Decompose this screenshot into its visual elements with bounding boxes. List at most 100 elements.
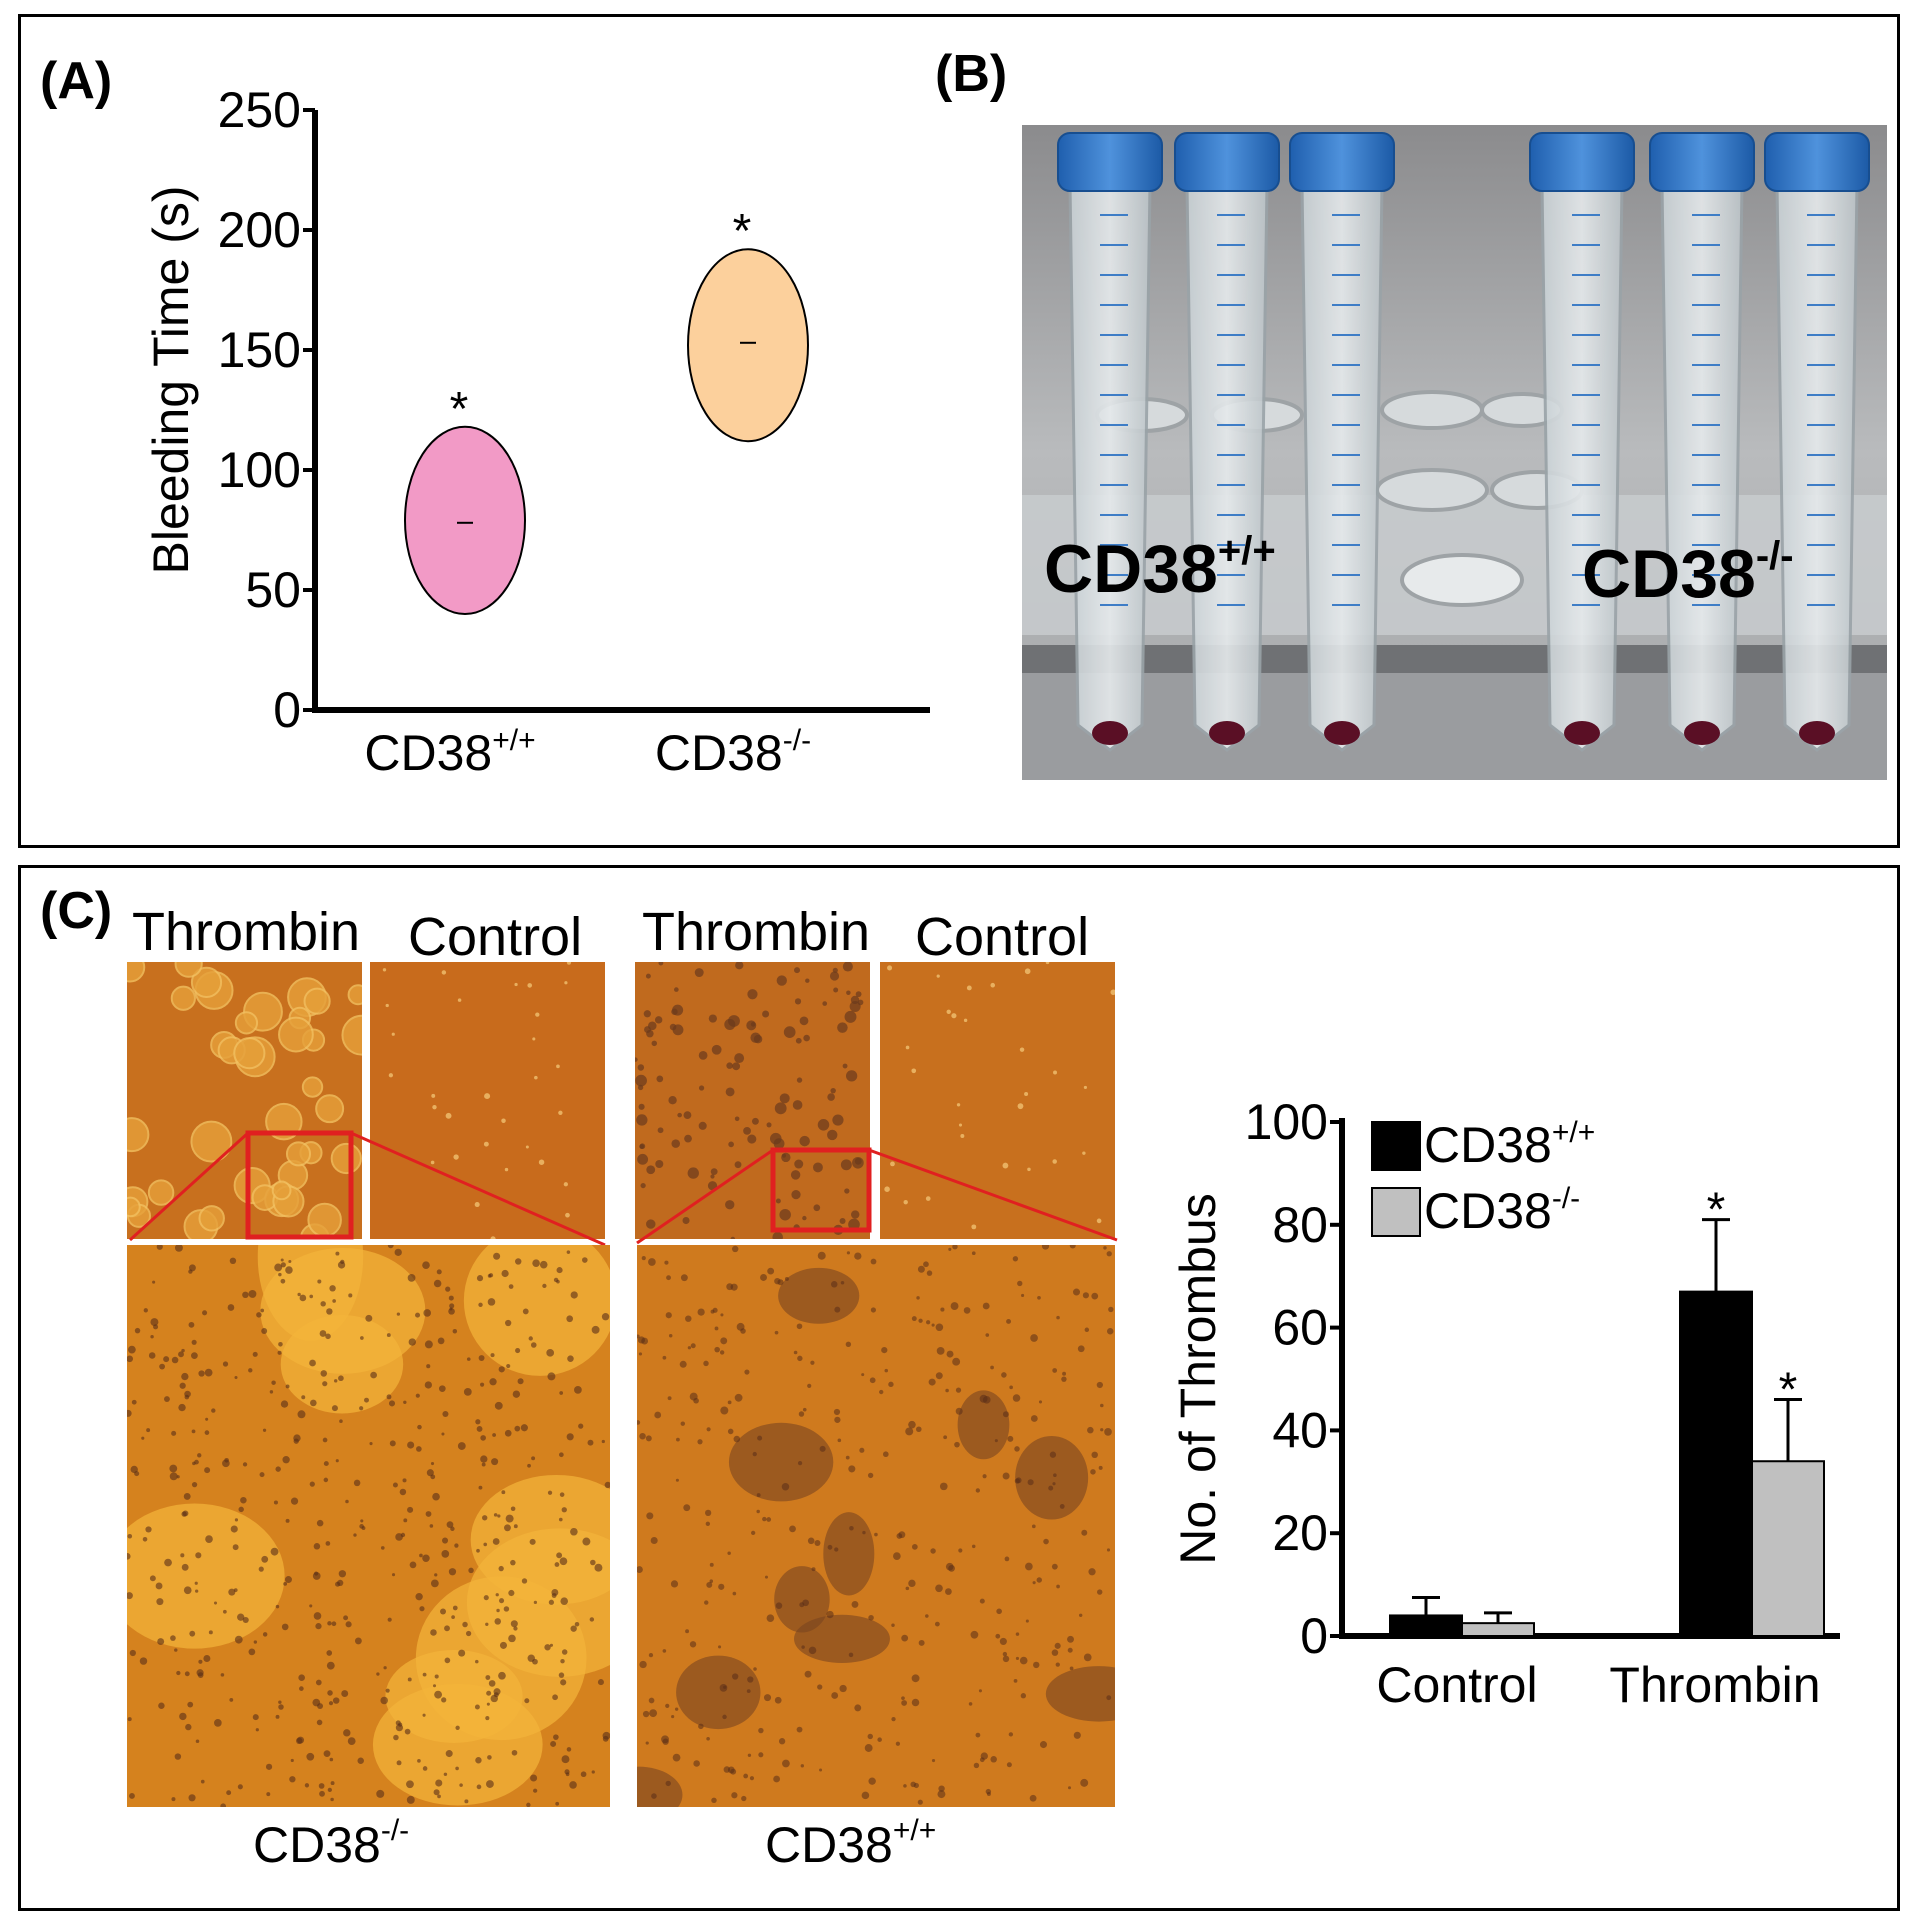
platelet-dot [654, 1411, 662, 1419]
platelet-dot [316, 1519, 324, 1527]
platelet-dot [353, 1533, 357, 1537]
cell-speck [432, 1104, 437, 1110]
platelet-dot [204, 1430, 210, 1435]
platelet-dot [968, 1702, 973, 1706]
cell-aggregate [301, 1076, 324, 1098]
platelet-dot [552, 1694, 558, 1701]
platelet-dot [1055, 1662, 1060, 1667]
platelet-dot [558, 1452, 564, 1458]
platelet-dot [1104, 1428, 1112, 1436]
platelet-dot [396, 1312, 401, 1316]
platelet-dot [935, 1323, 944, 1332]
platelet-dot [817, 1684, 823, 1690]
platelet-dot [503, 1606, 510, 1612]
cell-dot [747, 989, 758, 1000]
platelet-dot [505, 1514, 514, 1523]
platelet-dot [782, 1759, 790, 1768]
platelet-dot [463, 1387, 472, 1396]
platelet-dot [187, 1701, 194, 1708]
platelet-dot [645, 1435, 652, 1442]
platelet-dot [811, 1567, 816, 1572]
platelet-dot [864, 1744, 873, 1752]
platelet-dot [638, 1352, 643, 1356]
y-axis-label: No. of Thrombus [1170, 1193, 1226, 1564]
platelet-dot [567, 1355, 574, 1362]
cell-dot [812, 1162, 823, 1173]
cell-dot [672, 1024, 684, 1036]
platelet-dot [191, 1481, 198, 1488]
platelet-dot [256, 1312, 262, 1318]
platelet-dot [945, 1588, 952, 1595]
platelet-dot [332, 1697, 340, 1704]
platelet-dot [498, 1671, 506, 1680]
platelet-dot [773, 1775, 781, 1783]
platelet-dot [404, 1728, 411, 1735]
platelet-dot [1051, 1563, 1058, 1570]
cell-dot [636, 1114, 648, 1126]
platelet-dot [908, 1579, 916, 1588]
platelet-dot [442, 1410, 449, 1417]
cell-dot [655, 1159, 664, 1169]
x-category-label: CD38-/- [655, 724, 811, 781]
platelet-dot [732, 1673, 739, 1680]
platelet-dot [1059, 1503, 1065, 1509]
platelet-dot [758, 1727, 764, 1734]
platelet-dot [248, 1289, 257, 1298]
platelet-dot [591, 1770, 595, 1774]
platelet-dot [438, 1385, 446, 1392]
platelet-dot [1082, 1292, 1089, 1299]
platelet-dot [560, 1658, 565, 1664]
cell-speck [474, 1201, 480, 1208]
micrograph-zoom-cd38ko [127, 1245, 610, 1807]
platelet-dot [442, 1537, 449, 1544]
platelet-dot [157, 1638, 165, 1646]
platelet-dot [299, 1686, 304, 1691]
platelet-dot [360, 1519, 364, 1523]
y-tick-label: 100 [1245, 1094, 1328, 1150]
platelet-dot [570, 1625, 577, 1632]
cell-speck [490, 1236, 496, 1239]
platelet-dot [170, 1635, 176, 1641]
platelet-dot [1103, 1246, 1107, 1250]
thrombus-bar-chart: 0 20 40 60 80 100 No. of Thrombus Control Thromb… [1170, 1094, 1840, 1713]
platelet-dot [261, 1328, 268, 1334]
cell-dot [725, 1200, 735, 1210]
platelet-dot [996, 1608, 1002, 1615]
control-label-1: Control [408, 907, 583, 967]
platelet-dot [309, 1294, 314, 1299]
platelet-dot [320, 1370, 328, 1377]
platelet-dot [455, 1725, 460, 1730]
platelet-dot [774, 1330, 779, 1335]
platelet-dot [281, 1623, 289, 1631]
platelet-dot [178, 1403, 186, 1412]
cell-dot [832, 1114, 844, 1126]
platelet-dot [561, 1755, 570, 1764]
platelet-dot [331, 1621, 337, 1627]
platelet-dot [952, 1245, 958, 1250]
platelet-dot [931, 1323, 935, 1327]
platelet-dot [870, 1307, 876, 1313]
cell-speck [535, 1012, 540, 1017]
platelet-dot [793, 1350, 798, 1355]
platelet-dot [674, 1707, 679, 1711]
platelet-dot [827, 1544, 833, 1550]
micrograph-zoom-cd38wt [637, 1245, 1115, 1807]
platelet-dot [332, 1299, 336, 1303]
platelet-dot [487, 1755, 492, 1760]
platelet-dot [240, 1496, 247, 1504]
platelet-dot [483, 1542, 488, 1547]
platelet-dot [392, 1482, 398, 1488]
platelet-dot [483, 1595, 489, 1601]
platelet-dot [848, 1465, 856, 1473]
cell-aggregate [233, 1037, 266, 1070]
cell-dot [687, 1167, 699, 1179]
platelet-dot [432, 1684, 437, 1688]
platelet-dot [489, 1378, 497, 1386]
cell-dot [837, 1022, 848, 1033]
platelet-dot [200, 1779, 205, 1784]
platelet-dot [722, 1714, 727, 1720]
platelet-dot [868, 1614, 874, 1621]
platelet-dot [650, 1536, 658, 1545]
platelet-dot [436, 1269, 442, 1275]
platelet-dot [441, 1432, 445, 1436]
